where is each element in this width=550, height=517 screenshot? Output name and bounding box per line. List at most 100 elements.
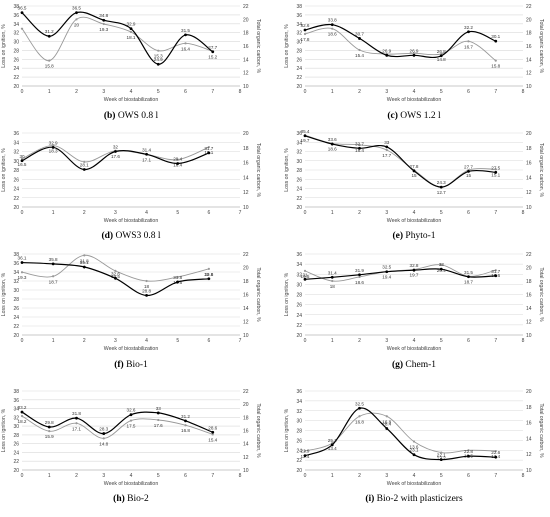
data-label: 17.8 xyxy=(301,37,310,42)
y-axis-label: Loss on ignition, % xyxy=(1,272,7,316)
y2-tick-label: 18 xyxy=(243,146,249,152)
y2-tick-label: 14 xyxy=(526,306,532,312)
y2-axis-label: Total organic carbon, % xyxy=(538,143,544,198)
data-label: 32.9 xyxy=(49,140,58,145)
x-tick-label: 4 xyxy=(145,338,148,344)
y-tick-label: 32 xyxy=(13,279,19,285)
y-tick-label: 26 xyxy=(296,303,302,309)
x-tick-label: 0 xyxy=(304,473,307,479)
data-point xyxy=(494,274,498,278)
y2-tick-label: 20 xyxy=(243,266,249,272)
x-axis-label: Week of biostabilization xyxy=(104,218,159,224)
y-axis-label: Loss on ignition, % xyxy=(284,24,290,68)
x-tick-label: 4 xyxy=(413,210,416,216)
data-point xyxy=(20,414,24,418)
data-point xyxy=(385,427,389,430)
data-label: 15.8 xyxy=(45,64,54,69)
data-point xyxy=(184,424,187,427)
x-tick-label: 7 xyxy=(211,473,214,479)
y-tick-label: 28 xyxy=(296,48,302,54)
x-tick-label: 0 xyxy=(21,210,24,216)
data-label: 31.5 xyxy=(464,270,473,275)
data-point xyxy=(494,59,497,62)
y-tick-label: 24 xyxy=(13,187,19,193)
y-tick-label: 26 xyxy=(296,438,302,444)
y-tick-label: 28 xyxy=(13,297,19,303)
data-label: 28.8 xyxy=(142,288,151,293)
y-tick-label: 34 xyxy=(296,22,302,28)
x-tick-label: 4 xyxy=(413,473,416,479)
y-tick-label: 36 xyxy=(13,261,19,267)
y-tick-label: 20 xyxy=(13,205,19,211)
panel-caption: (g) Chem-1 xyxy=(283,360,545,370)
data-label: 15.9 xyxy=(45,434,54,439)
data-point xyxy=(114,276,117,280)
panel-caption-text: Chem-1 xyxy=(403,360,437,370)
data-point xyxy=(184,33,187,37)
y-tick-label: 30 xyxy=(296,282,302,288)
data-label: 21.8 xyxy=(80,258,89,263)
x-tick-label: 5 xyxy=(440,210,443,216)
data-label: 18.4 xyxy=(355,148,364,153)
y-tick-label: 38 xyxy=(13,389,19,395)
y2-axis-label: Total organic carbon, % xyxy=(255,143,261,198)
y-tick-label: 24 xyxy=(296,448,302,454)
data-label: 32.6 xyxy=(127,408,136,413)
y2-tick-label: 12 xyxy=(243,320,249,326)
y2-axis-label: Total organic carbon, % xyxy=(255,19,261,74)
data-label: 22.6 xyxy=(491,450,500,455)
y-tick-label: 28 xyxy=(296,168,302,174)
y-tick-label: 36 xyxy=(296,389,302,395)
data-label: 31.4 xyxy=(328,270,337,275)
x-tick-label: 2 xyxy=(75,89,78,95)
y-tick-label: 36 xyxy=(13,398,19,404)
data-point xyxy=(358,146,361,150)
x-tick-label: 6 xyxy=(467,473,470,479)
y-tick-label: 22 xyxy=(13,324,19,330)
x-tick-label: 3 xyxy=(385,210,388,216)
data-label: 26.9 xyxy=(382,48,391,53)
data-label: 16.8 xyxy=(382,419,391,424)
data-label: 19.8 xyxy=(204,272,213,277)
series-line-loi xyxy=(304,23,497,58)
data-point xyxy=(303,269,307,272)
x-tick-label: 1 xyxy=(52,338,55,344)
data-label: 16.8 xyxy=(355,419,364,424)
y-tick-label: 36 xyxy=(296,13,302,19)
y-tick-label: 36 xyxy=(13,131,19,137)
y-tick-label: 34 xyxy=(296,140,302,146)
x-tick-label: 6 xyxy=(467,210,470,216)
data-label: 27.7 xyxy=(208,45,217,50)
y-tick-label: 24 xyxy=(296,187,302,193)
data-label: 24.3 xyxy=(437,180,446,185)
y-tick-label: 36 xyxy=(296,252,302,258)
panel-caption-text: Phyto-1 xyxy=(403,231,436,241)
y-tick-label: 34 xyxy=(13,270,19,276)
data-label: 36.5 xyxy=(18,6,27,11)
data-label: 15.2 xyxy=(208,54,217,59)
x-axis-label: Week of biostabilization xyxy=(104,481,159,487)
data-point xyxy=(83,160,86,163)
data-point xyxy=(51,262,55,266)
data-label: 35.4 xyxy=(301,129,310,134)
data-label: 32.6 xyxy=(301,23,310,28)
y-axis-label: Loss on ignition, % xyxy=(284,408,290,452)
x-tick-label: 4 xyxy=(130,89,133,95)
data-point xyxy=(114,269,117,272)
y2-tick-label: 14 xyxy=(243,306,249,312)
data-label: 19.3 xyxy=(18,275,27,280)
y-tick-label: 34 xyxy=(13,22,19,28)
data-label: 18.1 xyxy=(127,35,136,40)
data-label: 15.1 xyxy=(491,172,500,177)
data-point xyxy=(207,151,211,155)
y2-tick-label: 14 xyxy=(243,175,249,181)
panel-caption-letter: (d) xyxy=(101,231,114,241)
data-label: 13.6 xyxy=(410,445,419,450)
data-point xyxy=(439,267,443,271)
y2-tick-label: 18 xyxy=(526,31,532,37)
data-point xyxy=(156,411,160,415)
data-point xyxy=(129,27,133,31)
